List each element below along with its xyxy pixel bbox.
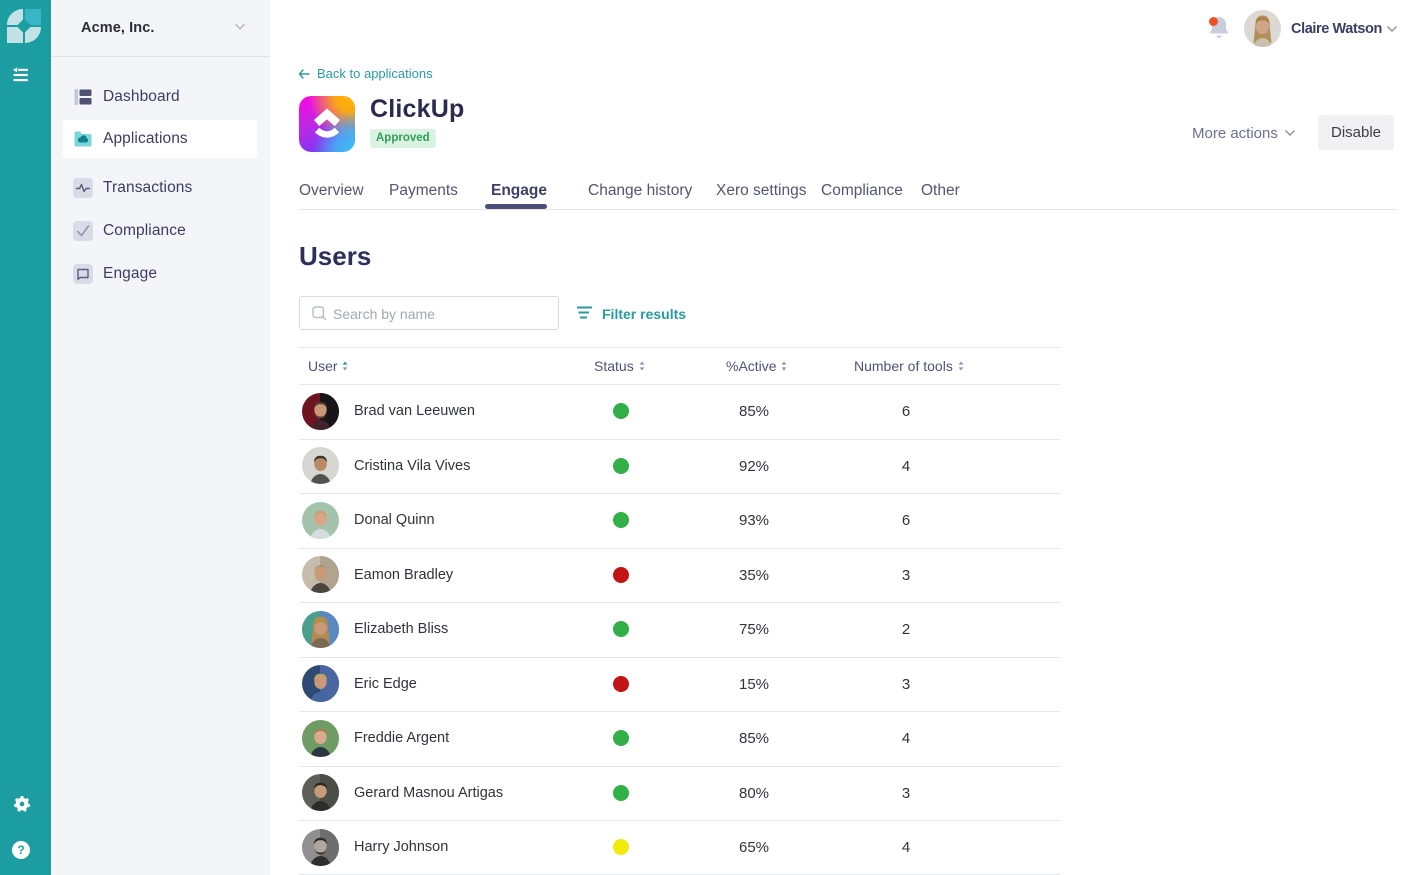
svg-text:?: ? — [17, 843, 24, 857]
